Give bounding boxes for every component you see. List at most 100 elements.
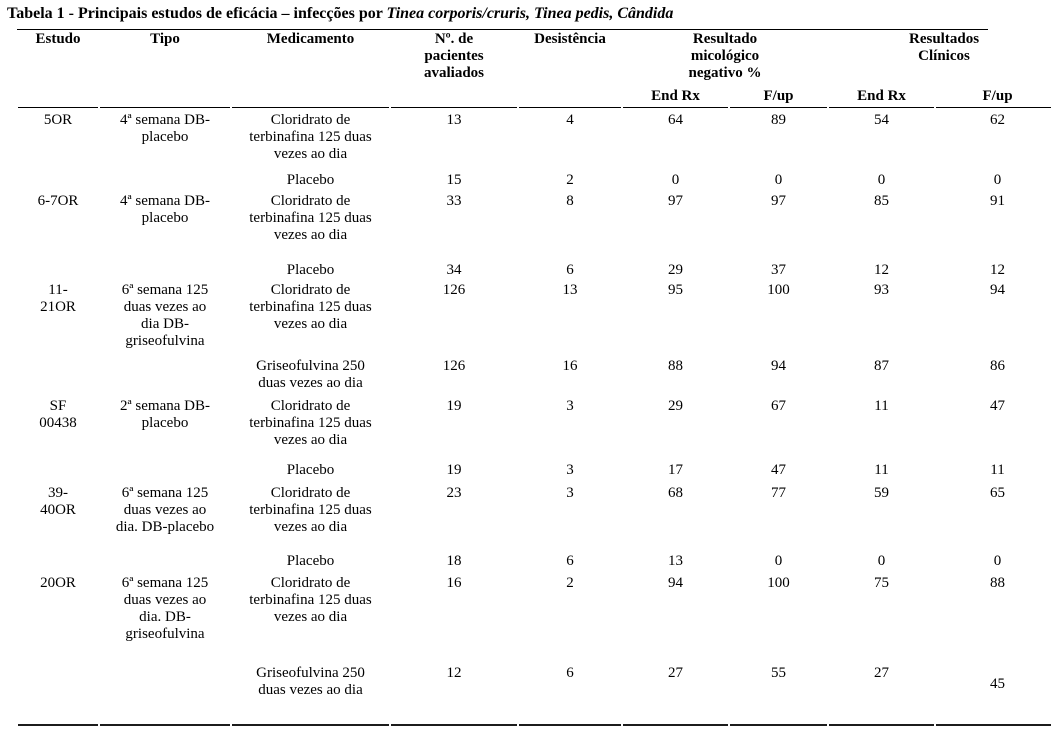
cell-medicamento: Cloridrato de terbinafina 125 duas vezes… [249, 398, 372, 448]
cell-clin-end-rx: 11 [874, 398, 889, 414]
cell-estudo: 20OR [40, 575, 76, 591]
cell-clin-f-up: 0 [993, 172, 1002, 188]
cell-clin-f-up: 88 [990, 575, 1006, 591]
cell-tipo [100, 462, 230, 485]
cell-mico-f-up: 100 [767, 282, 790, 298]
caption-underline [17, 29, 988, 30]
cell-mico-f-up: 0 [774, 553, 783, 569]
cell-mico-f-up: 37 [771, 262, 786, 278]
cell-tipo [100, 665, 230, 726]
cell-tipo [100, 262, 230, 282]
cell-mico-f-up: 89 [771, 112, 786, 128]
subheader-row: End Rx F/up End Rx F/up [18, 82, 1051, 108]
cell-desistencia: 13 [562, 282, 578, 298]
cell-mico-f-up: 94 [771, 358, 786, 374]
cell-mico-end-rx: 27 [623, 665, 728, 726]
cell-estudo: 6-7OR [37, 193, 79, 209]
cell-clin-end-rx: 59 [874, 485, 890, 501]
cell-mico-end-rx: 95 [668, 282, 683, 298]
subheader-spacer [232, 82, 389, 108]
table-row: Placebo 18 6 13 0 0 0 [18, 553, 1051, 575]
cell-medicamento: Cloridrato de terbinafina 125 duas vezes… [249, 112, 372, 162]
col-header-mico-f-up: F/up [730, 82, 828, 108]
cell-estudo: SF 00438 [39, 398, 77, 431]
cell-tipo [100, 553, 230, 575]
table-row: Placebo 34 6 29 37 12 12 [18, 262, 1051, 282]
cell-clin-f-up: 91 [990, 193, 1006, 209]
cell-mico-f-up: 0 [774, 172, 783, 188]
cell-pacientes: 34 [446, 262, 462, 278]
cell-estudo [18, 553, 98, 575]
cell-estudo [18, 462, 98, 485]
cell-desistencia: 8 [566, 193, 574, 209]
table-row: 6-7OR 4ª semana DB- placebo Cloridrato d… [18, 193, 1051, 262]
cell-desistencia: 16 [562, 358, 578, 374]
cell-clin-f-up: 12 [990, 262, 1006, 278]
col-header-mico-end-rx: End Rx [623, 82, 728, 108]
cell-clin-f-up: 0 [993, 553, 1002, 569]
cell-mico-end-rx: 68 [668, 485, 683, 501]
cell-desistencia: 4 [566, 112, 574, 128]
cell-clin-end-rx: 0 [877, 172, 886, 188]
cell-medicamento: Placebo [286, 172, 335, 188]
cell-mico-end-rx: 0 [671, 172, 680, 188]
cell-clin-end-rx: 12 [874, 262, 890, 278]
col-header-desistencia: Desistência [534, 31, 606, 47]
cell-clin-end-rx: 54 [874, 112, 890, 128]
col-header-clinicos: Resultados Clínicos [909, 31, 980, 64]
cell-mico-f-up: 47 [771, 462, 786, 478]
cell-tipo: 6ª semana 125 duas vezes ao dia DB- gris… [121, 282, 209, 349]
header-row: Estudo Tipo Medicamento Nº. de pacientes… [18, 31, 1051, 82]
cell-medicamento: Placebo [286, 262, 335, 278]
cell-tipo [100, 358, 230, 398]
table-row: Griseofulvina 250 duas vezes ao dia 126 … [18, 358, 1051, 398]
cell-mico-f-up: 55 [730, 665, 828, 726]
cell-estudo [18, 262, 98, 282]
efficacy-studies-table: Estudo Tipo Medicamento Nº. de pacientes… [16, 31, 1051, 726]
cell-medicamento: Cloridrato de terbinafina 125 duas vezes… [249, 282, 372, 332]
cell-medicamento: Griseofulvina 250 duas vezes ao dia [256, 358, 365, 391]
table-row: 39- 40OR 6ª semana 125 duas vezes ao dia… [18, 485, 1051, 553]
cell-pacientes: 33 [446, 193, 462, 209]
cell-estudo [18, 358, 98, 398]
col-header-clin-end-rx: End Rx [829, 82, 935, 108]
cell-pacientes: 23 [446, 485, 462, 501]
cell-estudo: 5OR [43, 112, 73, 128]
table-caption: Tabela 1 - Principais estudos de eficáci… [7, 5, 673, 23]
cell-pacientes: 15 [446, 172, 462, 188]
col-header-estudo: Estudo [35, 31, 81, 47]
cell-clin-f-up: 62 [990, 112, 1006, 128]
table-row: 11- 21OR 6ª semana 125 duas vezes ao dia… [18, 282, 1051, 358]
cell-medicamento: Cloridrato de terbinafina 125 duas vezes… [249, 575, 372, 625]
col-header-tipo: Tipo [150, 31, 180, 47]
cell-clin-end-rx: 75 [874, 575, 890, 591]
table-row: Placebo 19 3 17 47 11 11 [18, 462, 1051, 485]
table-row: SF 00438 2ª semana DB- placebo Cloridrat… [18, 398, 1051, 462]
table-caption-text: Tabela 1 - Principais estudos de eficáci… [7, 5, 387, 22]
cell-clin-end-rx: 93 [874, 282, 890, 298]
table-row: 5OR 4ª semana DB- placebo Cloridrato de … [18, 108, 1051, 172]
cell-clin-f-up: 94 [990, 282, 1006, 298]
col-header-micologico: Resultado micológico negativo % [688, 31, 762, 81]
cell-mico-f-up: 100 [767, 575, 790, 591]
cell-medicamento: Griseofulvina 250 duas vezes ao dia [232, 665, 389, 726]
cell-clin-end-rx: 0 [877, 553, 886, 569]
subheader-spacer [519, 82, 621, 108]
cell-pacientes: 126 [442, 358, 466, 374]
cell-mico-f-up: 67 [771, 398, 786, 414]
cell-mico-end-rx: 13 [668, 553, 683, 569]
cell-desistencia: 3 [566, 398, 574, 414]
cell-clin-f-up: 47 [990, 398, 1006, 414]
cell-desistencia: 2 [566, 575, 574, 591]
col-header-pacientes: Nº. de pacientes avaliados [423, 31, 484, 81]
cell-mico-end-rx: 29 [668, 262, 683, 278]
cell-mico-end-rx: 17 [668, 462, 683, 478]
cell-clin-end-rx: 87 [874, 358, 890, 374]
cell-clin-f-up: 86 [990, 358, 1006, 374]
table-row: Placebo 15 2 0 0 0 0 [18, 172, 1051, 193]
cell-mico-end-rx: 97 [668, 193, 683, 209]
cell-pacientes: 16 [446, 575, 462, 591]
cell-estudo: 11- 21OR [40, 282, 76, 315]
cell-pacientes: 12 [391, 665, 517, 726]
